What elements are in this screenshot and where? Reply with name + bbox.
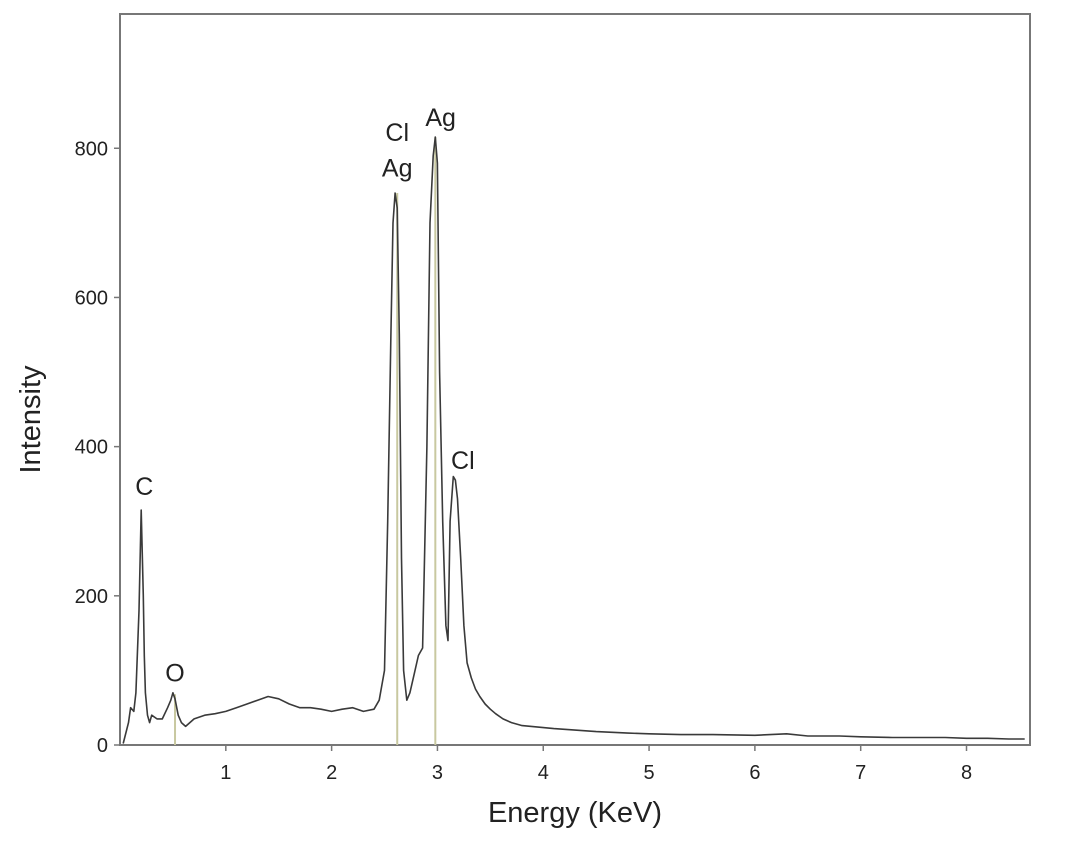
peak-label-ag: Ag	[425, 104, 456, 132]
x-tick-label: 3	[432, 762, 443, 784]
y-tick-label: 200	[75, 586, 108, 608]
plot-frame	[119, 13, 1031, 746]
peak-labels: C O Cl Ag Ag Cl	[135, 104, 474, 688]
peak-label-cl: Cl	[451, 447, 475, 475]
y-axis-ticks: 0 200 400 600 800	[75, 138, 120, 757]
x-axis-ticks: 1 2 3 4 5 6 7 8	[220, 745, 972, 784]
x-tick-label: 5	[644, 762, 655, 784]
peak-label-cl: Cl	[385, 119, 409, 147]
x-tick-label: 4	[538, 762, 549, 784]
x-tick-label: 7	[855, 762, 866, 784]
y-tick-label: 800	[75, 138, 108, 160]
x-axis-label: Energy (KeV)	[488, 797, 662, 829]
spectrum-line	[122, 136, 1025, 744]
y-tick-label: 600	[75, 287, 108, 309]
peak-marker-lines	[174, 137, 437, 745]
peak-label-o: O	[165, 660, 184, 688]
y-tick-label: 400	[75, 437, 108, 459]
y-axis-label: Intensity	[15, 365, 47, 473]
x-tick-label: 2	[326, 762, 337, 784]
peak-label-ag: Ag	[382, 155, 413, 183]
y-tick-label: 0	[97, 735, 108, 757]
x-tick-label: 8	[961, 762, 972, 784]
peak-label-c: C	[135, 473, 153, 501]
x-tick-label: 6	[749, 762, 760, 784]
x-tick-label: 1	[220, 762, 231, 784]
